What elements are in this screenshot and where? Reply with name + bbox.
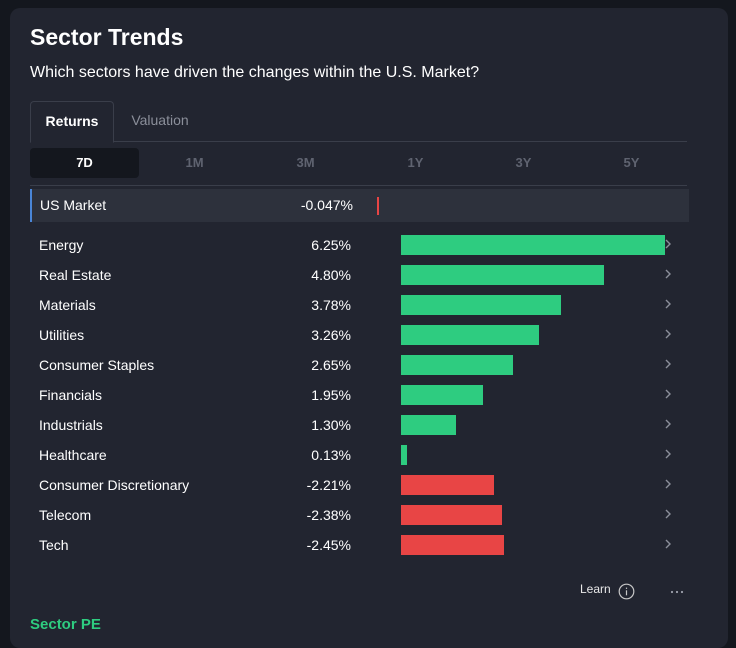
- sector-name: Industrials: [39, 417, 103, 433]
- metric-tabs: Returns Valuation: [30, 101, 687, 143]
- tab-returns[interactable]: Returns: [30, 101, 114, 143]
- sector-name: Energy: [39, 237, 84, 253]
- period-1y[interactable]: 1Y: [407, 155, 424, 170]
- sector-value: -2.38%: [306, 507, 351, 523]
- sector-row[interactable]: Utilities 3.26%: [30, 320, 687, 350]
- chevron-right-icon[interactable]: [663, 477, 673, 491]
- sector-name: Utilities: [39, 327, 85, 343]
- sector-bar: [401, 475, 495, 495]
- sector-name: Real Estate: [39, 267, 112, 283]
- sector-row[interactable]: Real Estate 4.80%: [30, 260, 687, 290]
- chevron-right-icon[interactable]: [663, 447, 673, 461]
- sector-name: Consumer Staples: [39, 357, 155, 373]
- sector-row[interactable]: Consumer Discretionary -2.21%: [30, 470, 687, 500]
- sector-bar: [401, 355, 513, 375]
- page-subtitle: Which sectors have driven the changes wi…: [30, 64, 480, 81]
- sector-row[interactable]: Energy 6.25%: [30, 230, 687, 260]
- sector-bar: [401, 445, 407, 465]
- sector-bar: [401, 385, 484, 405]
- more-icon[interactable]: [669, 584, 685, 600]
- sector-pe-heading: Sector PE: [30, 616, 101, 633]
- sector-name: Financials: [39, 387, 103, 403]
- sector-row[interactable]: Consumer Staples 2.65%: [30, 350, 687, 380]
- sector-bar: [401, 535, 505, 555]
- sector-name: Tech: [39, 537, 69, 553]
- sector-row[interactable]: Materials 3.78%: [30, 290, 687, 320]
- info-icon[interactable]: [618, 583, 635, 600]
- chevron-right-icon[interactable]: [663, 357, 673, 371]
- sector-row[interactable]: Healthcare 0.13%: [30, 440, 687, 470]
- period-3m[interactable]: 3M: [296, 155, 315, 170]
- sector-row[interactable]: Tech -2.45%: [30, 530, 687, 560]
- sector-value: 3.78%: [311, 297, 351, 313]
- sector-row[interactable]: Financials 1.95%: [30, 380, 687, 410]
- sector-name: Consumer Discretionary: [39, 477, 190, 493]
- sector-bar: [401, 415, 456, 435]
- sector-bar: [401, 235, 665, 255]
- sector-value: 1.30%: [311, 417, 351, 433]
- sector-bar: [401, 325, 539, 345]
- chevron-right-icon[interactable]: [663, 507, 673, 521]
- chevron-right-icon[interactable]: [663, 237, 673, 251]
- sector-value: 2.65%: [311, 357, 351, 373]
- page-title: Sector Trends: [30, 24, 184, 50]
- sector-value: 3.26%: [311, 327, 351, 343]
- sector-value: 0.13%: [311, 447, 351, 463]
- sector-name: Healthcare: [39, 447, 107, 463]
- chevron-right-icon[interactable]: [663, 417, 673, 431]
- period-7d[interactable]: 7D: [30, 148, 139, 178]
- market-bar: [377, 197, 379, 215]
- sector-value: -2.45%: [306, 537, 351, 553]
- tab-valuation[interactable]: Valuation: [131, 112, 189, 128]
- market-name: US Market: [40, 197, 107, 213]
- chevron-right-icon[interactable]: [663, 387, 673, 401]
- period-1m[interactable]: 1M: [185, 155, 204, 170]
- period-5y[interactable]: 5Y: [623, 155, 640, 170]
- sector-trends-card: [10, 8, 728, 648]
- period-3y[interactable]: 3Y: [515, 155, 532, 170]
- sector-value: 4.80%: [311, 267, 351, 283]
- period-selector: 7D 1M 3M 1Y 3Y 5Y: [30, 148, 687, 178]
- sector-value: 6.25%: [311, 237, 351, 253]
- market-value: -0.047%: [300, 197, 353, 213]
- chevron-right-icon[interactable]: [663, 297, 673, 311]
- market-row: US Market -0.047%: [30, 189, 689, 222]
- sector-name: Materials: [39, 297, 96, 313]
- sector-value: -2.21%: [306, 477, 351, 493]
- sector-row[interactable]: Telecom -2.38%: [30, 500, 687, 530]
- sector-bar: [401, 505, 502, 525]
- chevron-right-icon[interactable]: [663, 267, 673, 281]
- sector-name: Telecom: [39, 507, 92, 523]
- chevron-right-icon[interactable]: [663, 327, 673, 341]
- sector-row[interactable]: Industrials 1.30%: [30, 410, 687, 440]
- period-divider: [30, 185, 687, 186]
- sector-bar: [401, 295, 561, 315]
- learn-link[interactable]: Learn: [580, 582, 611, 596]
- chevron-right-icon[interactable]: [663, 537, 673, 551]
- sector-value: 1.95%: [311, 387, 351, 403]
- sector-bar: [401, 265, 604, 285]
